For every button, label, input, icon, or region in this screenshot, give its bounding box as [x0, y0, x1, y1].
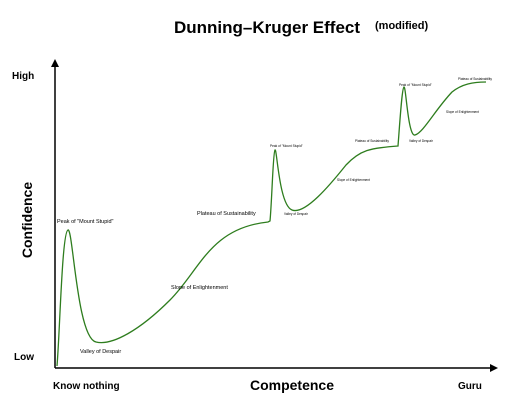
annotation-slope-of-enlightenment: Slope of Enlightenment	[171, 285, 228, 291]
chart-title: Dunning–Kruger Effect	[174, 18, 360, 37]
x-axis-label: Competence	[250, 377, 334, 393]
chart-subtitle: (modified)	[375, 20, 428, 32]
annotation-slope-of-enlightenment-3: Slope of Enlightenment	[446, 110, 479, 114]
x-tick-know-nothing: Know nothing	[53, 381, 120, 392]
annotation-plateau-of-sustainability: Plateau of Sustainability	[197, 211, 256, 217]
annotation-valley-of-despair-2: Valley of Despair	[284, 212, 309, 216]
annotation-peak-mount-stupid-3: Peak of "Mount Stupid"	[399, 83, 432, 87]
annotation-plateau-of-sustainability-2: Plateau of Sustainability	[355, 139, 389, 143]
x-tick-guru: Guru	[458, 381, 482, 392]
annotation-peak-mount-stupid-2: Peak of "Mount Stupid"	[270, 144, 303, 148]
annotation-valley-of-despair-3: Valley of Despair	[409, 139, 434, 143]
confidence-curve	[56, 81, 487, 367]
annotation-peak-mount-stupid: Peak of "Mount Stupid"	[57, 219, 114, 225]
y-tick-low: Low	[14, 352, 34, 363]
y-axis-label: Confidence	[19, 182, 35, 258]
y-tick-high: High	[12, 71, 34, 82]
annotation-plateau-of-sustainability-3: Plateau of Sustainability	[458, 77, 492, 81]
annotation-slope-of-enlightenment-2: Slope of Enlightenment	[337, 178, 370, 182]
annotation-valley-of-despair: Valley of Despair	[80, 349, 121, 355]
